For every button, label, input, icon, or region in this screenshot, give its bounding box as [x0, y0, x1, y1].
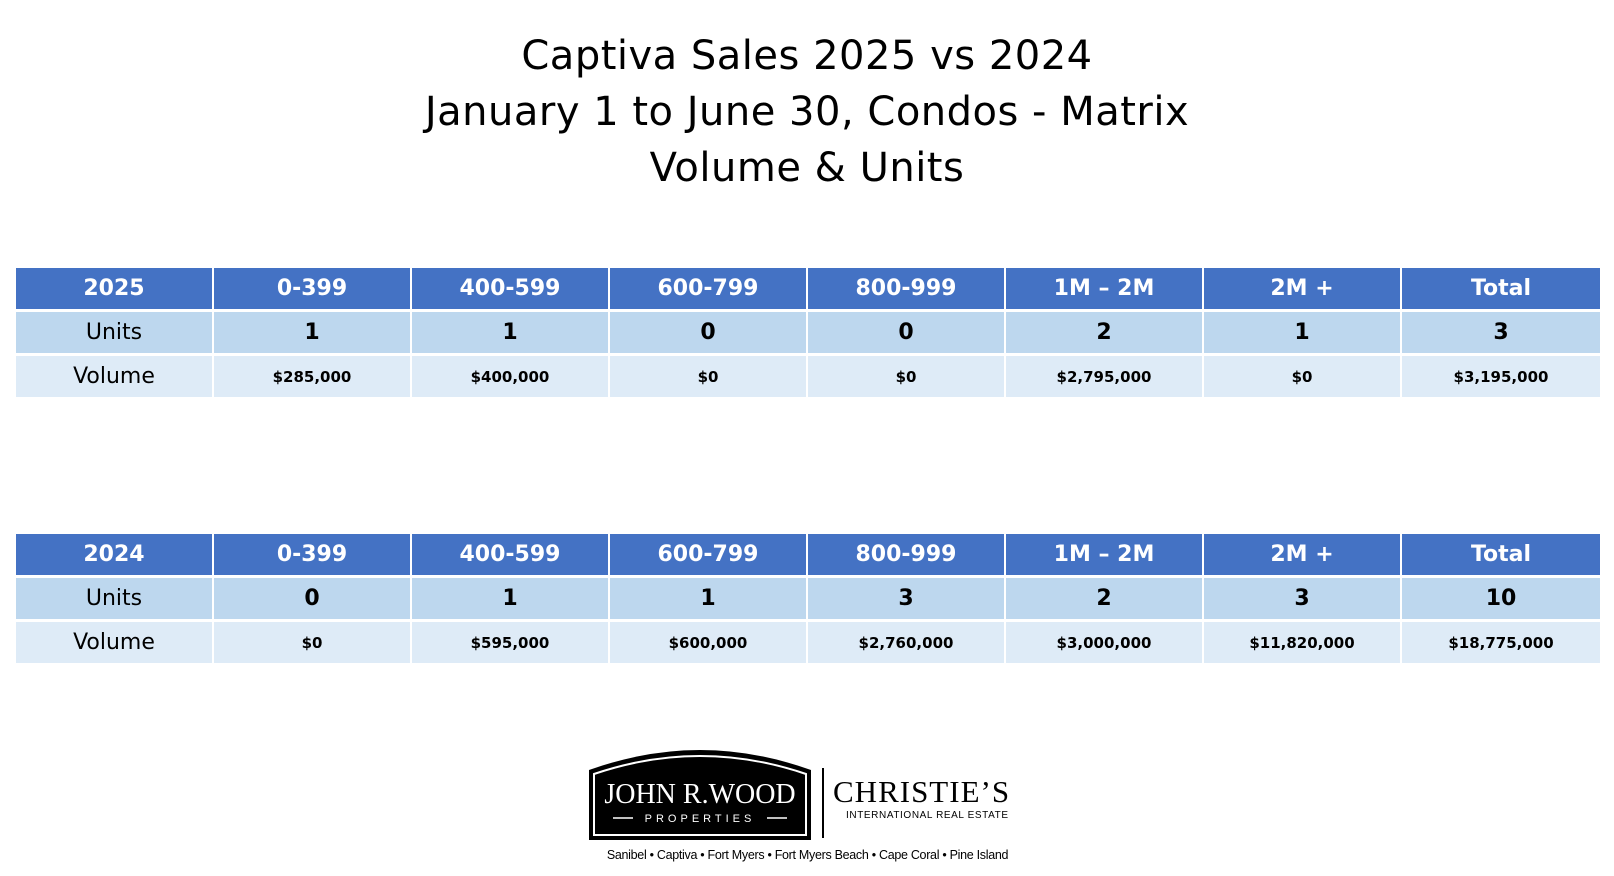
- column-header: 400-599: [412, 268, 610, 312]
- volume-cell: $3,000,000: [1006, 622, 1204, 666]
- volume-cell: $400,000: [412, 356, 610, 400]
- units-label: Units: [16, 578, 214, 622]
- units-cell: 10: [1402, 578, 1600, 622]
- title-line-1: Captiva Sales 2025 vs 2024: [521, 33, 1093, 79]
- column-header: 600-799: [610, 534, 808, 578]
- units-cell: 2: [1006, 312, 1204, 356]
- column-header: 0-399: [214, 268, 412, 312]
- christies-subtitle: INTERNATIONAL REAL ESTATE: [846, 810, 1009, 821]
- units-cell: 0: [808, 312, 1006, 356]
- column-header: 1M – 2M: [1006, 268, 1204, 312]
- volume-cell: $600,000: [610, 622, 808, 666]
- column-header: Total: [1402, 534, 1600, 578]
- column-header: 400-599: [412, 534, 610, 578]
- volume-cell: $18,775,000: [1402, 622, 1600, 666]
- volume-cell: $285,000: [214, 356, 412, 400]
- column-header: 0-399: [214, 534, 412, 578]
- units-cell: 1: [610, 578, 808, 622]
- volume-cell: $2,795,000: [1006, 356, 1204, 400]
- column-header: 1M – 2M: [1006, 534, 1204, 578]
- locations-tagline: Sanibel • Captiva • Fort Myers • Fort My…: [606, 848, 1009, 862]
- volume-row: Volume $0 $595,000 $600,000 $2,760,000 $…: [16, 622, 1600, 666]
- volume-row: Volume $285,000 $400,000 $0 $0 $2,795,00…: [16, 356, 1600, 400]
- slide-title: Captiva Sales 2025 vs 2024 January 1 to …: [0, 28, 1614, 196]
- volume-label: Volume: [16, 356, 214, 400]
- column-header: Total: [1402, 268, 1600, 312]
- title-line-2: January 1 to June 30, Condos - Matrix: [424, 89, 1190, 135]
- volume-cell: $0: [1204, 356, 1402, 400]
- column-header: 2M +: [1204, 534, 1402, 578]
- units-cell: 0: [214, 578, 412, 622]
- christies-logo-text: CHRISTIE’S: [833, 774, 1011, 809]
- units-cell: 2: [1006, 578, 1204, 622]
- volume-cell: $0: [808, 356, 1006, 400]
- volume-cell: $0: [214, 622, 412, 666]
- units-row: Units 0 1 1 3 2 3 10: [16, 578, 1600, 622]
- table-header-row: 2024 0-399 400-599 600-799 800-999 1M – …: [16, 534, 1600, 578]
- units-cell: 3: [808, 578, 1006, 622]
- sales-table-2024: 2024 0-399 400-599 600-799 800-999 1M – …: [16, 534, 1600, 666]
- table-header-row: 2025 0-399 400-599 600-799 800-999 1M – …: [16, 268, 1600, 312]
- column-header: 800-999: [808, 268, 1006, 312]
- units-cell: 1: [412, 578, 610, 622]
- units-label: Units: [16, 312, 214, 356]
- volume-cell: $0: [610, 356, 808, 400]
- year-header: 2024: [16, 534, 214, 578]
- title-line-3: Volume & Units: [649, 145, 965, 191]
- jrw-name-text: JOHN R.WOOD: [604, 779, 795, 810]
- units-cell: 3: [1204, 578, 1402, 622]
- volume-cell: $11,820,000: [1204, 622, 1402, 666]
- volume-cell: $595,000: [412, 622, 610, 666]
- units-cell: 1: [412, 312, 610, 356]
- column-header: 800-999: [808, 534, 1006, 578]
- john-r-wood-logo: JOHN R.WOOD PROPERTIES: [589, 750, 811, 840]
- volume-cell: $2,760,000: [808, 622, 1006, 666]
- units-cell: 0: [610, 312, 808, 356]
- sales-table-2025: 2025 0-399 400-599 600-799 800-999 1M – …: [16, 268, 1600, 400]
- units-cell: 1: [1204, 312, 1402, 356]
- units-cell: 3: [1402, 312, 1600, 356]
- logo-divider: [822, 768, 824, 838]
- column-header: 600-799: [610, 268, 808, 312]
- column-header: 2M +: [1204, 268, 1402, 312]
- volume-cell: $3,195,000: [1402, 356, 1600, 400]
- units-row: Units 1 1 0 0 2 1 3: [16, 312, 1600, 356]
- year-header: 2025: [16, 268, 214, 312]
- brand-logo: JOHN R.WOOD PROPERTIES CHRISTIE’S INTERN…: [585, 748, 1030, 868]
- jrw-sub-text: PROPERTIES: [645, 813, 756, 825]
- units-cell: 1: [214, 312, 412, 356]
- volume-label: Volume: [16, 622, 214, 666]
